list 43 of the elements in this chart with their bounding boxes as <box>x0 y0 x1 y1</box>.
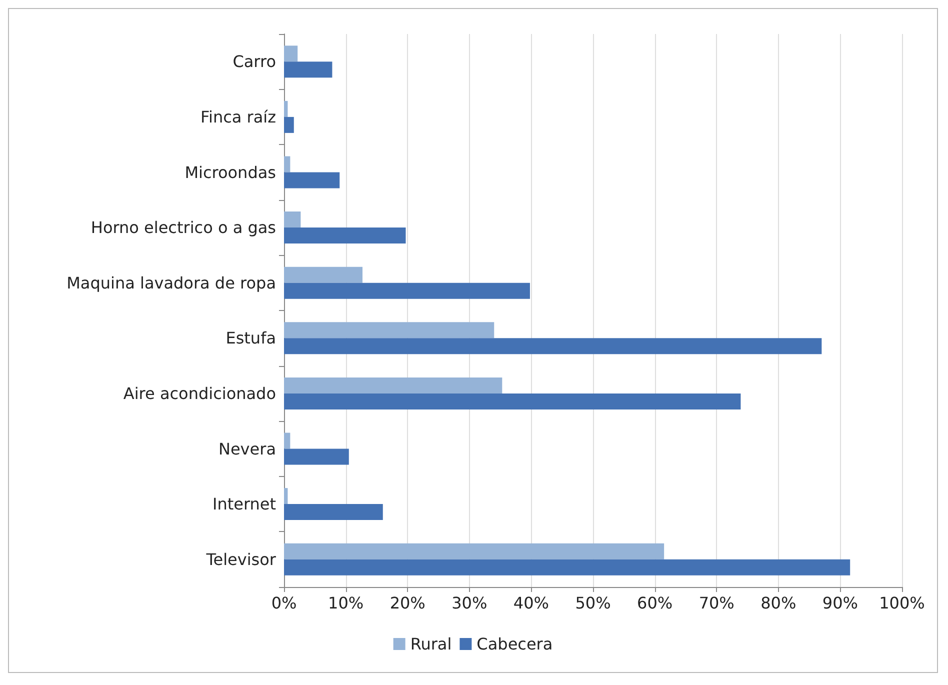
y-tick-label: Nevera <box>218 439 276 458</box>
x-tick-label: 80% <box>760 594 796 612</box>
bar <box>284 488 288 504</box>
x-tick-label: 0% <box>271 594 297 612</box>
bar <box>284 432 290 449</box>
x-tick-label: 20% <box>390 594 426 612</box>
bar <box>284 228 406 244</box>
bar <box>284 116 294 133</box>
y-tick-label: Maquina lavadora de ropa <box>66 273 276 292</box>
bar <box>284 322 494 338</box>
bar <box>284 172 340 188</box>
y-tick-label: Internet <box>212 494 276 514</box>
x-tick-label: 60% <box>637 594 673 612</box>
bar <box>284 62 332 78</box>
x-tick-label: 40% <box>513 594 549 612</box>
x-tick-label: 90% <box>822 594 858 612</box>
y-tick-label: Microondas <box>184 162 276 182</box>
x-tick-label: 50% <box>575 594 611 612</box>
bar <box>284 156 290 172</box>
bar <box>284 377 502 394</box>
bar <box>284 448 349 465</box>
bar <box>284 393 741 410</box>
x-tick-label: 10% <box>328 594 364 612</box>
bar <box>284 46 298 62</box>
bar <box>284 100 288 117</box>
y-tick-label: Aire acondicionado <box>123 384 276 403</box>
y-tick-label: Televisor <box>205 550 276 569</box>
bar <box>284 504 383 520</box>
x-tick-label: 30% <box>452 594 488 612</box>
x-tick-label: 100% <box>879 594 925 612</box>
bar <box>284 212 301 228</box>
bar <box>284 543 664 560</box>
x-tick-label: 70% <box>698 594 734 612</box>
bar <box>284 559 850 576</box>
legend-label: Cabecera <box>476 634 553 654</box>
bar <box>284 266 362 283</box>
bar <box>284 282 530 299</box>
y-tick-label: Estufa <box>226 328 276 348</box>
y-tick-label: Finca raíz <box>200 107 276 126</box>
y-tick-label: Horno electrico o a gas <box>90 218 276 238</box>
bar <box>284 338 822 354</box>
y-tick-label: Carro <box>232 52 276 72</box>
legend-label: Rural <box>410 634 452 654</box>
